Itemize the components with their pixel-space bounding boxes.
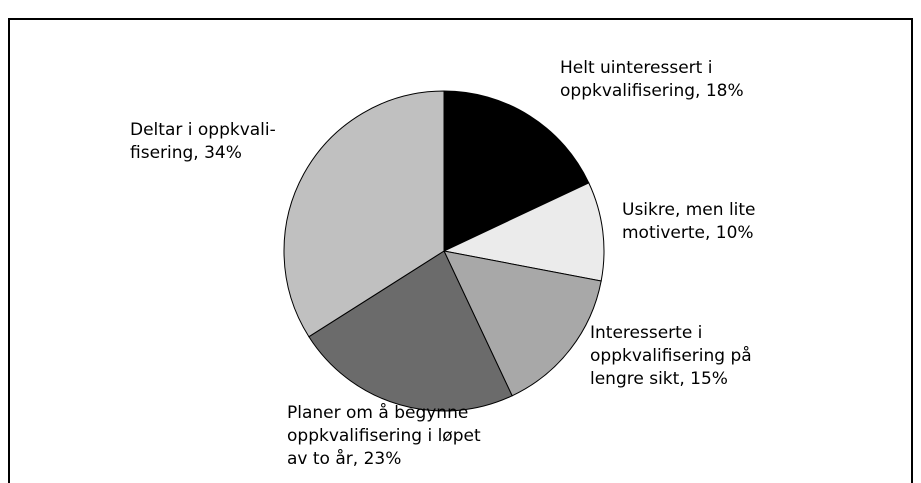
slice-label: Interesserte i [590,323,702,343]
pie-slice [283,90,445,338]
slice-label: fisering, 34% [130,143,242,163]
slice-label: av to år, 23% [287,448,401,469]
slice-label: Helt uinteressert i [560,58,712,78]
slice-label: oppkvalifisering på [590,345,752,366]
slice-label: Planer om å begynne [287,402,468,423]
pie-slice [308,250,513,412]
pie-slice [443,250,602,397]
pie-slice [442,182,605,282]
slice-label: oppkvalifisering, 18% [560,81,744,101]
slice-label: oppkvalifisering i løpet [287,426,481,446]
slice-label: Usikre, men lite [622,200,756,220]
pie-slice [443,90,590,252]
slice-label: Deltar i oppkvali- [130,120,276,140]
slice-label: lengre sikt, 15% [590,369,728,389]
slice-label: motiverte, 10% [622,223,754,243]
